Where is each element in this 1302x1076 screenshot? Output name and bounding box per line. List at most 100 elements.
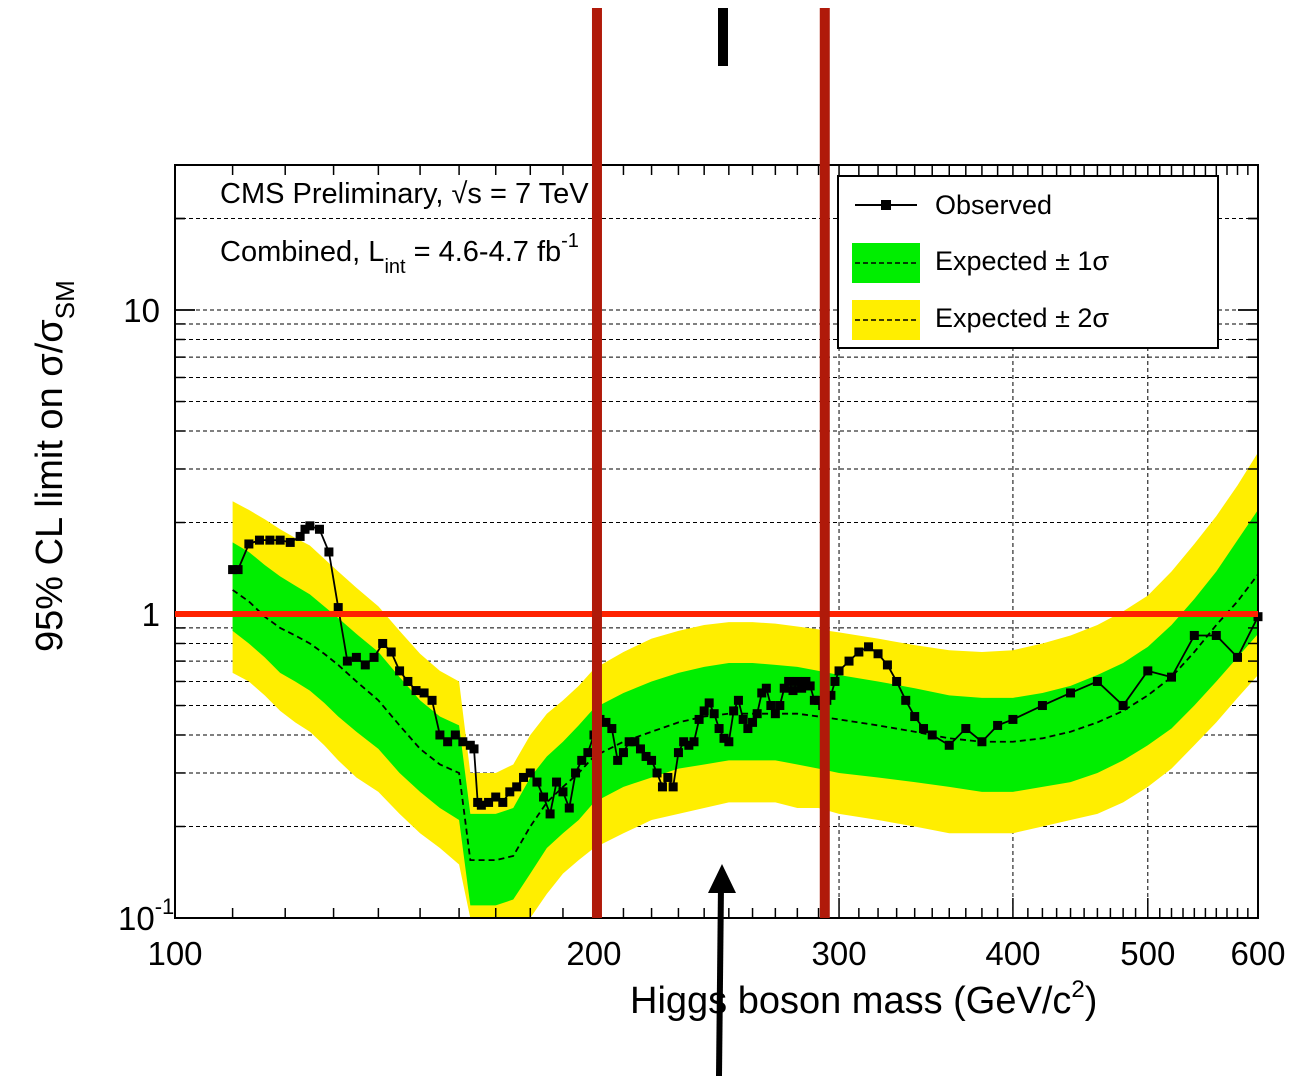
observed-point — [779, 683, 789, 693]
observed-point — [673, 748, 683, 758]
observed-point — [254, 535, 264, 545]
observed-point — [476, 800, 486, 810]
observed-point — [532, 777, 542, 787]
observed-point — [342, 656, 352, 666]
observed-point — [684, 740, 694, 750]
x-tick-label: 100 — [147, 935, 202, 972]
observed-point — [519, 772, 529, 782]
observed-point — [618, 748, 628, 758]
observed-point — [919, 724, 929, 734]
observed-point — [395, 666, 405, 676]
observed-point — [558, 787, 568, 797]
y-tick-label: 10-1 — [118, 894, 174, 937]
legend-expected2-swatch — [852, 300, 920, 340]
legend-observed-marker — [881, 200, 891, 210]
observed-point — [1037, 701, 1047, 711]
observed-point — [314, 524, 324, 534]
observed-point — [657, 782, 667, 792]
observed-point — [709, 709, 719, 719]
observed-point — [901, 695, 911, 705]
observed-point — [525, 768, 535, 778]
expected-1sigma-band-layer — [232, 509, 1259, 906]
observed-point — [927, 730, 937, 740]
observed-point — [752, 709, 762, 719]
x-tick-label: 500 — [1120, 935, 1175, 972]
observed-point — [792, 676, 802, 686]
observed-point — [305, 521, 315, 531]
observed-point — [724, 737, 734, 747]
observed-point — [784, 676, 794, 686]
bottom-arrow-shaft — [716, 884, 724, 1076]
observed-point — [641, 751, 651, 761]
observed-point — [539, 792, 549, 802]
observed-point — [324, 547, 334, 557]
expected-median-line — [232, 573, 1259, 862]
observed-point — [814, 695, 824, 705]
observed-line — [232, 524, 1259, 818]
observed-point — [552, 777, 562, 787]
x-tick-label: 200 — [566, 935, 621, 972]
observed-point — [1189, 630, 1199, 640]
observed-point — [275, 535, 285, 545]
x-axis-title: Higgs boson mass (GeV/c2) — [630, 976, 1097, 1022]
observed-point — [265, 535, 275, 545]
observed-point — [458, 737, 468, 747]
observed-point — [910, 712, 920, 722]
observed-point — [961, 724, 971, 734]
observed-point — [369, 652, 379, 662]
observed-point — [545, 809, 555, 819]
observed-point — [601, 717, 611, 727]
observed-point — [386, 647, 396, 657]
observed-point — [630, 737, 640, 747]
observed-point — [285, 537, 295, 547]
observed-point — [435, 730, 445, 740]
y-tick-label: 10 — [123, 292, 160, 329]
observed-point — [1092, 676, 1102, 686]
observed-point — [1143, 666, 1153, 676]
observed-point — [714, 724, 724, 734]
observed-point — [797, 683, 807, 693]
observed-point — [1211, 630, 1221, 640]
observed-point — [469, 744, 479, 754]
x-tick-label: 600 — [1230, 935, 1285, 972]
observed-point — [233, 565, 243, 575]
observed-point — [228, 565, 238, 575]
legend-observed-label: Observed — [935, 190, 1052, 220]
observed-point — [679, 737, 689, 747]
plot-frame — [174, 164, 1259, 919]
observed-point — [443, 737, 453, 747]
observed-point — [766, 701, 776, 711]
observed-point — [788, 686, 798, 696]
observed-point — [403, 676, 413, 686]
observed-point — [733, 695, 743, 705]
bottom-arrow-head — [708, 864, 736, 893]
observed-point — [844, 656, 854, 666]
observed-point — [450, 730, 460, 740]
observed-point — [295, 531, 305, 541]
observed-point — [719, 733, 729, 743]
legend: Observed Expected ± 1σ Expected ± 2σ — [837, 175, 1219, 349]
observed-point — [427, 695, 437, 705]
observed-point — [564, 803, 574, 813]
observed-point — [834, 666, 844, 676]
observed-point — [729, 706, 739, 716]
expected-median-layer — [232, 573, 1259, 862]
observed-point — [864, 642, 874, 652]
observed-point — [624, 737, 634, 747]
observed-point — [360, 660, 370, 670]
observed-point — [613, 755, 623, 765]
y-axis-title: 95% CL limit on σ/σSM — [29, 280, 80, 652]
expected-1sigma-band — [232, 509, 1259, 906]
observed-point — [484, 797, 494, 807]
observed-point — [770, 709, 780, 719]
observed-point — [738, 714, 748, 724]
observed-point — [577, 755, 587, 765]
legend-expected1-swatch — [852, 243, 920, 283]
observed-point — [944, 740, 954, 750]
observed-point — [244, 539, 254, 549]
top-black-bar — [718, 8, 728, 66]
observed-point — [892, 676, 902, 686]
observed-point — [512, 782, 522, 792]
tick-label-layer: 100 200 300 400 500 600 10-1 1 10 — [118, 292, 1286, 972]
legend-expected1-label: Expected ± 1σ — [935, 246, 1109, 276]
